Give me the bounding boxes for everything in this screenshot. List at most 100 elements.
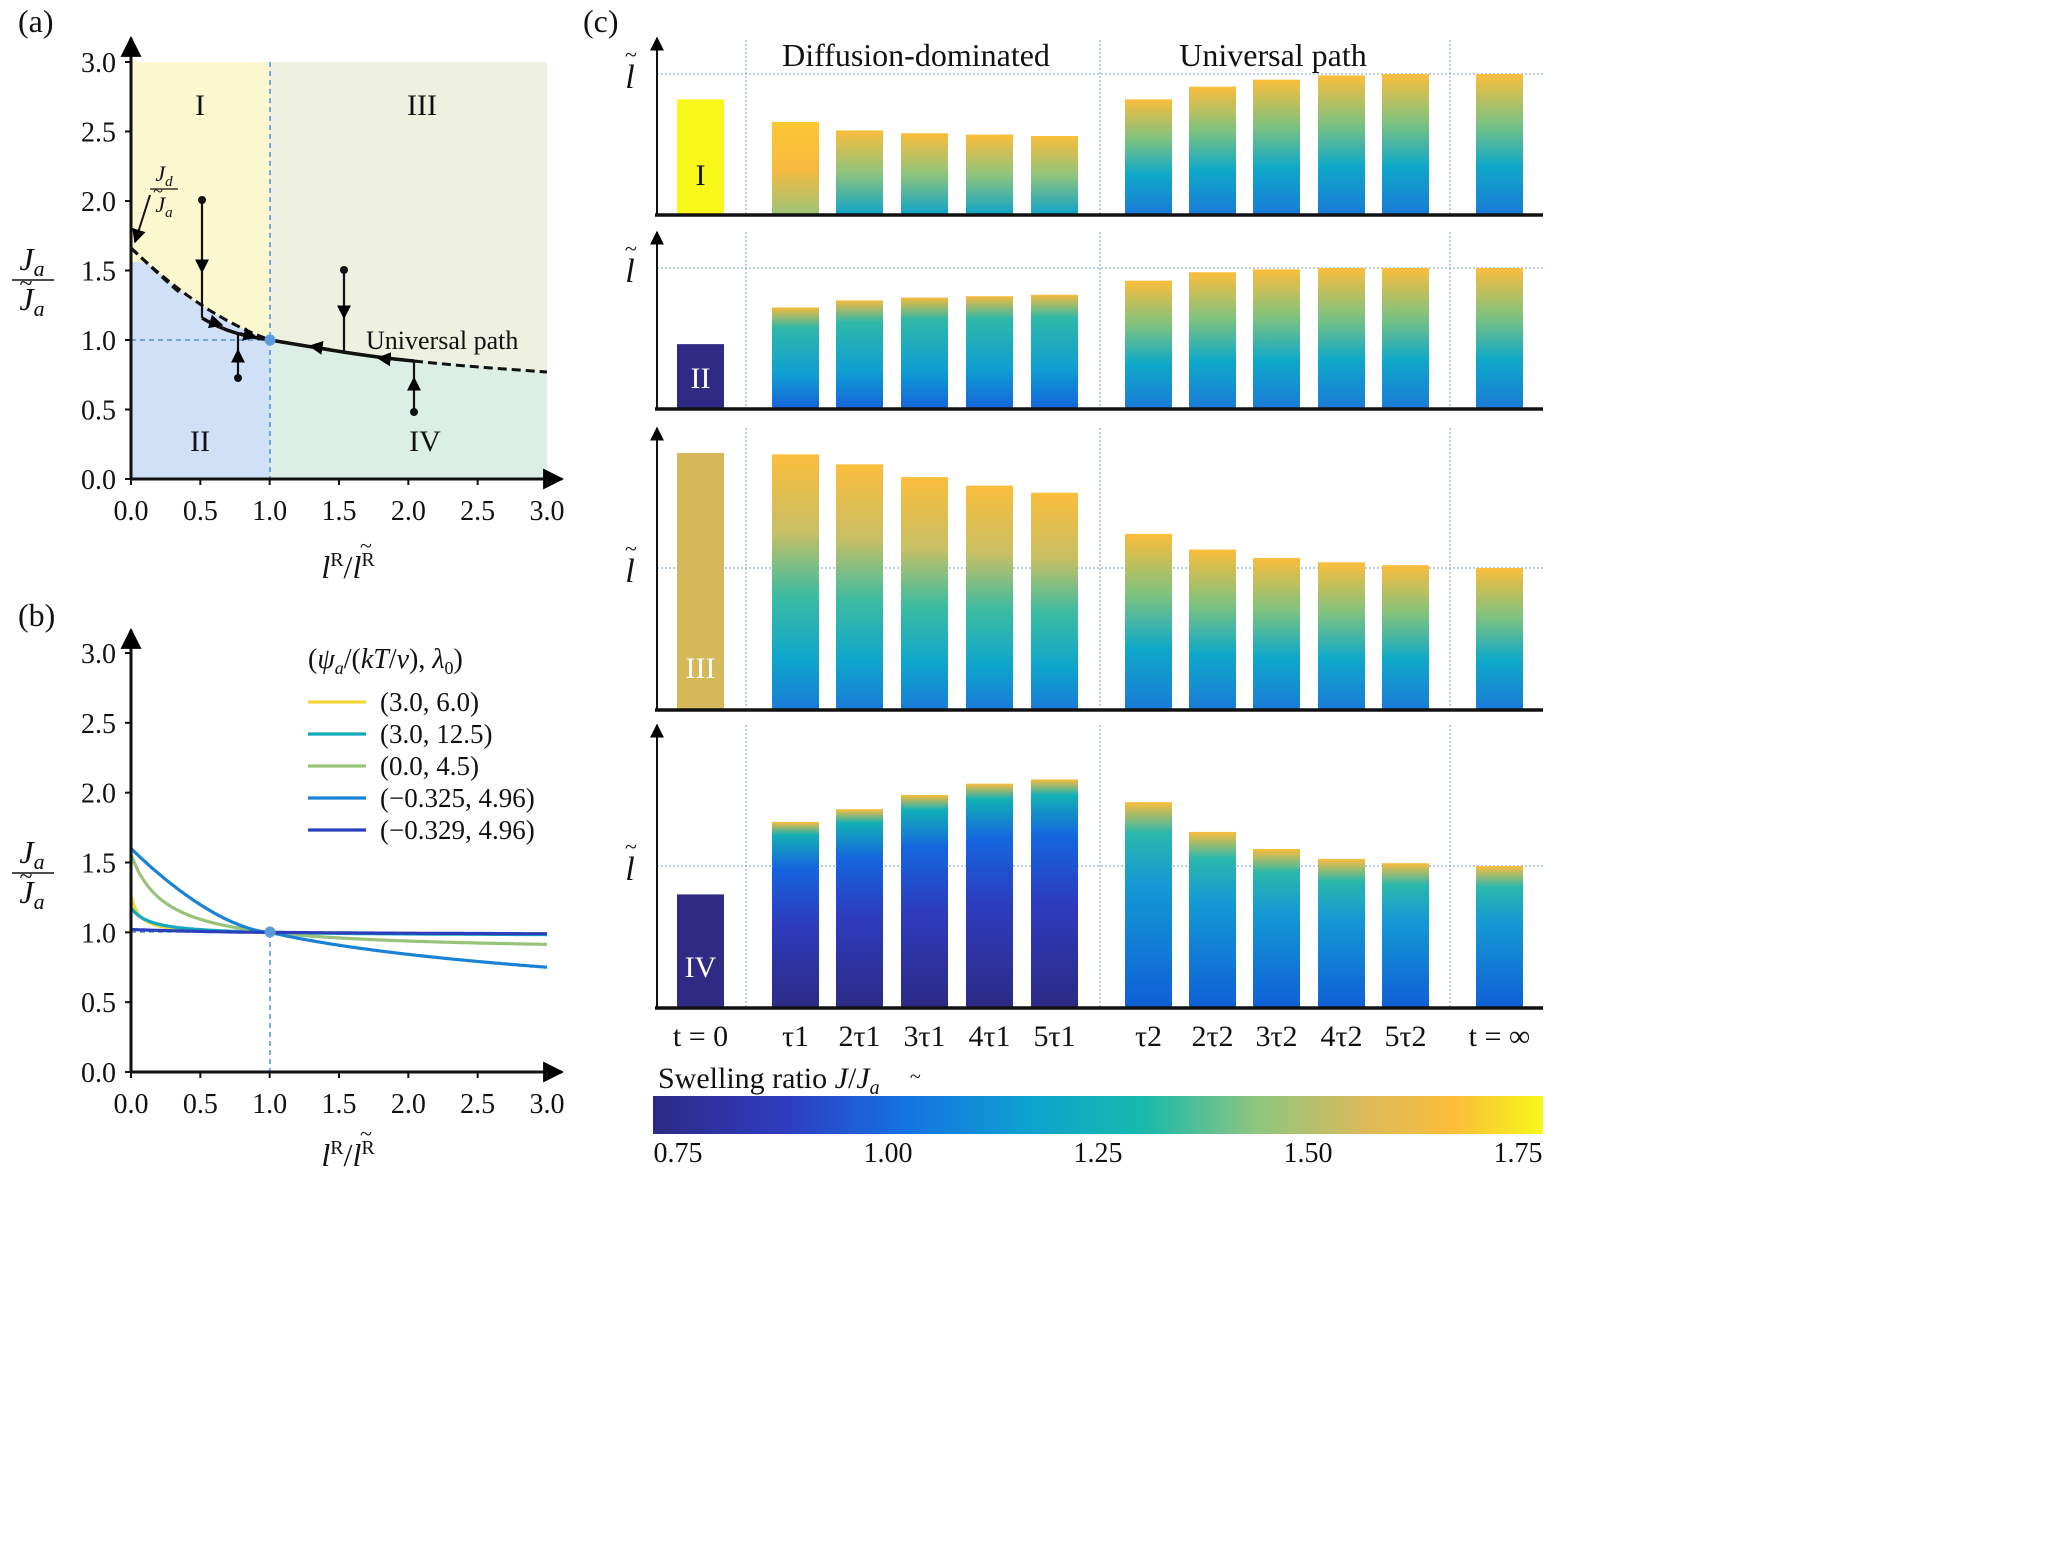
x-tick-label: 0.5 bbox=[183, 496, 218, 527]
x-tick-label: 1.5 bbox=[322, 1089, 357, 1120]
bar-II-3 bbox=[901, 297, 948, 409]
y-tick-label: 1.5 bbox=[81, 849, 116, 880]
bar-II-6 bbox=[1125, 280, 1172, 409]
trajectory-1 bbox=[195, 196, 224, 329]
legend-label: (−0.329, 4.96) bbox=[380, 815, 535, 845]
bar-I-8 bbox=[1253, 79, 1300, 215]
bar-III-8 bbox=[1253, 558, 1300, 710]
universal-path-dashed bbox=[413, 359, 548, 374]
x-tick-label: 2.5 bbox=[460, 1089, 495, 1120]
panel-c: (c) Diffusion-dominated Universal path l… bbox=[583, 3, 1543, 1169]
bar-IV-8 bbox=[1253, 848, 1300, 1008]
c-ylabel: l bbox=[625, 253, 634, 290]
header-diffusion: Diffusion-dominated bbox=[782, 37, 1050, 73]
bar-IV-1 bbox=[772, 821, 819, 1008]
bar-row-I: l~ I bbox=[625, 36, 1543, 217]
bar-I-1 bbox=[772, 121, 819, 215]
row-label-IV: IV bbox=[685, 951, 717, 984]
bar-I-11 bbox=[1476, 74, 1523, 215]
svg-text:~: ~ bbox=[625, 536, 637, 561]
y-tick-label: 0.0 bbox=[81, 1058, 116, 1089]
bar-IV-6 bbox=[1125, 802, 1172, 1008]
panel-label-c: (c) bbox=[583, 3, 619, 39]
svg-text:Ja: Ja bbox=[19, 281, 44, 321]
x-tick-label: 2.5 bbox=[460, 496, 495, 527]
svg-text:~: ~ bbox=[910, 1066, 921, 1088]
svg-text:~: ~ bbox=[20, 271, 33, 297]
bar-I-9 bbox=[1318, 75, 1365, 215]
legend-label: (−0.325, 4.96) bbox=[380, 783, 535, 813]
svg-text:lR/lR: lR/lR bbox=[321, 549, 375, 585]
colorbar-tick: 1.75 bbox=[1494, 1138, 1543, 1169]
region-IV bbox=[270, 340, 547, 479]
colorbar-tick: 0.75 bbox=[654, 1138, 703, 1169]
y-tick-label: 1.0 bbox=[81, 326, 116, 357]
bar-IV-5 bbox=[1031, 779, 1078, 1008]
y-tick-label: 0.0 bbox=[81, 465, 116, 496]
bar-II-7 bbox=[1189, 272, 1236, 409]
x-tick-label: 0.5 bbox=[183, 1089, 218, 1120]
y-tick-label: 2.5 bbox=[81, 118, 116, 149]
trajectory-3 bbox=[308, 266, 351, 355]
bar-I-5 bbox=[1031, 136, 1078, 215]
x-tick-label: 2.0 bbox=[391, 496, 426, 527]
legend-label: (3.0, 12.5) bbox=[380, 719, 492, 749]
svg-text:~: ~ bbox=[625, 236, 637, 261]
bar-II-8 bbox=[1253, 269, 1300, 409]
bar-III-11 bbox=[1476, 568, 1523, 710]
category-label: 3τ2 bbox=[1255, 1020, 1297, 1053]
colorbar-label: Swelling ratio J/Ja bbox=[658, 1062, 880, 1099]
bar-I-10 bbox=[1382, 74, 1429, 215]
bar-III-7 bbox=[1189, 549, 1236, 710]
legend-title: (ψa/(kT/ν), λ0) bbox=[308, 644, 463, 678]
panel-label-a: (a) bbox=[18, 3, 54, 39]
y-tick-label: 0.5 bbox=[81, 396, 116, 427]
legend-label: (0.0, 4.5) bbox=[380, 751, 479, 781]
y-tick-label: 1.5 bbox=[81, 257, 116, 288]
bar-II-5 bbox=[1031, 294, 1078, 409]
colorbar-tick: 1.50 bbox=[1284, 1138, 1333, 1169]
panel-b: (b) 0.0 0.5 1.0 1.5 2.0 2.5 3.0 0.0 0.5 1.0 1.5 2.0… bbox=[12, 597, 565, 1173]
category-label: 3τ1 bbox=[903, 1020, 945, 1053]
bar-III-4 bbox=[966, 485, 1013, 710]
svg-text:Ja: Ja bbox=[155, 192, 172, 221]
colorbar-tick: 1.00 bbox=[864, 1138, 913, 1169]
bar-I-4 bbox=[966, 134, 1013, 215]
category-label: τ1 bbox=[782, 1020, 809, 1053]
region-label-IV: IV bbox=[409, 425, 441, 458]
svg-text:Ja: Ja bbox=[19, 834, 44, 874]
bar-row-IV: l~ IV bbox=[625, 723, 1543, 1010]
svg-text:~: ~ bbox=[625, 42, 637, 67]
bar-III-3 bbox=[901, 477, 948, 710]
x-tick-label: 1.0 bbox=[252, 1089, 287, 1120]
bar-IV-0 bbox=[677, 894, 724, 1008]
svg-text:Ja: Ja bbox=[19, 874, 44, 914]
bar-III-2 bbox=[836, 464, 883, 710]
bar-IV-4 bbox=[966, 783, 1013, 1008]
svg-text:~: ~ bbox=[360, 533, 372, 558]
bar-II-4 bbox=[966, 296, 1013, 409]
bar-I-0 bbox=[677, 99, 724, 215]
y-tick-label: 3.0 bbox=[81, 48, 116, 79]
series-line-2 bbox=[129, 854, 548, 946]
y-tick-label: 2.5 bbox=[81, 709, 116, 740]
a-xlabel: lR/lR ~ bbox=[321, 533, 375, 585]
y-tick-label: 1.0 bbox=[81, 918, 116, 949]
x-tick-label: 1.0 bbox=[252, 496, 287, 527]
bar-I-2 bbox=[836, 130, 883, 215]
category-label: τ2 bbox=[1135, 1020, 1162, 1053]
svg-text:Jd: Jd bbox=[155, 161, 173, 190]
category-label: 4τ2 bbox=[1320, 1020, 1362, 1053]
bar-II-0 bbox=[677, 344, 724, 409]
category-label: t = ∞ bbox=[1469, 1020, 1531, 1053]
region-label-III: III bbox=[407, 89, 437, 122]
row-label-III: III bbox=[686, 652, 716, 685]
bar-row-III: l~ III bbox=[625, 426, 1543, 712]
bar-IV-7 bbox=[1189, 831, 1236, 1008]
colorbar-tick: 1.25 bbox=[1074, 1138, 1123, 1169]
region-label-II: II bbox=[190, 425, 210, 458]
x-tick-label: 0.0 bbox=[114, 1089, 149, 1120]
legend-label: (3.0, 6.0) bbox=[380, 687, 479, 717]
bar-III-6 bbox=[1125, 533, 1172, 710]
